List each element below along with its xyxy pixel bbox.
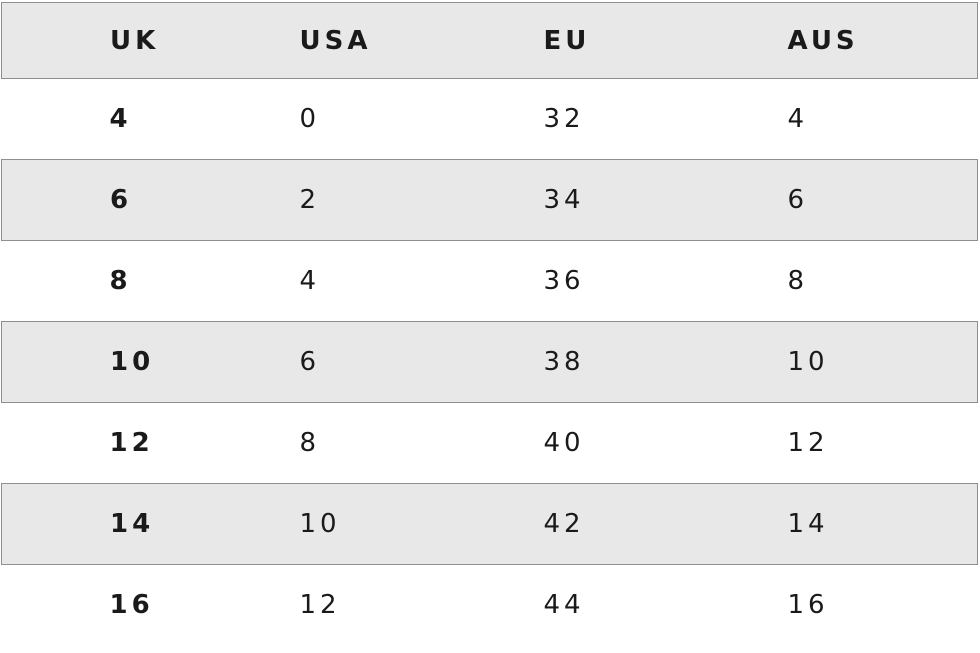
table-cell: 42 <box>543 509 585 539</box>
row-header-cell: 16 <box>109 590 154 621</box>
table-cell: 12 <box>299 590 341 621</box>
table-cell: 38 <box>543 347 585 377</box>
table-cell: 10 <box>299 509 341 539</box>
table-cell: 8 <box>299 428 321 458</box>
table-cell: 16 <box>787 590 829 621</box>
row-header-cell: 4 <box>109 104 132 134</box>
table-cell: 34 <box>543 185 585 215</box>
table-cell: 4 <box>787 104 809 134</box>
row-header-cell: 10 <box>110 347 155 377</box>
table-row: 6 2 34 6 <box>1 159 978 241</box>
column-header-uk: UK <box>110 25 160 56</box>
column-header-usa: USA <box>299 25 372 56</box>
table-row: 16 12 44 16 <box>2 565 978 646</box>
table-cell: 10 <box>787 347 829 377</box>
row-header-cell: 8 <box>109 266 132 296</box>
table-cell: 4 <box>299 266 321 296</box>
table-body: 4 0 32 4 6 2 34 6 8 4 36 8 10 6 38 10 12 8 40 12 14 10 42 14 16 1… <box>1 79 978 646</box>
table-cell: 0 <box>299 104 321 134</box>
table-row: 14 10 42 14 <box>1 483 978 565</box>
row-header-cell: 6 <box>110 185 133 215</box>
table-row: 4 0 32 4 <box>2 79 978 160</box>
header-row: UK USA EU AUS <box>1 2 978 79</box>
table-row: 10 6 38 10 <box>1 321 978 403</box>
column-header-aus: AUS <box>787 25 859 56</box>
table-cell: 6 <box>299 347 321 377</box>
column-header-eu: EU <box>543 25 591 56</box>
table-cell: 8 <box>787 266 809 296</box>
table-row: 8 4 36 8 <box>2 241 978 322</box>
table-cell: 6 <box>787 185 809 215</box>
table-cell: 40 <box>543 428 585 458</box>
table-row: 12 8 40 12 <box>2 403 978 484</box>
row-header-cell: 14 <box>110 509 155 539</box>
table-cell: 12 <box>787 428 829 458</box>
table-cell: 44 <box>543 590 585 621</box>
row-header-cell: 12 <box>109 428 154 458</box>
table-cell: 2 <box>299 185 321 215</box>
table-cell: 36 <box>543 266 585 296</box>
table-cell: 32 <box>543 104 585 134</box>
table-cell: 14 <box>787 509 829 539</box>
table-header: UK USA EU AUS <box>1 2 978 79</box>
